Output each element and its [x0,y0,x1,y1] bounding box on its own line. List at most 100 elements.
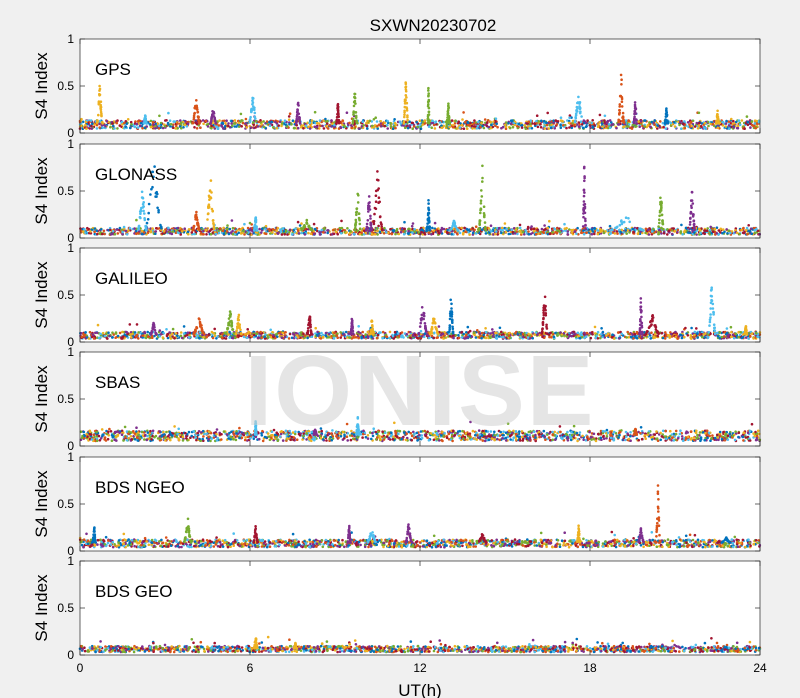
data-point [122,225,126,229]
data-point [643,125,646,128]
data-point [420,231,424,234]
data-point [536,125,540,129]
data-point [197,118,200,121]
data-point [559,331,562,334]
data-point [464,230,467,233]
data-point [716,113,719,116]
data-point [427,122,431,125]
data-point [480,189,483,192]
data-point [405,101,409,105]
data-point [320,228,324,232]
data-point [225,227,229,231]
data-point [97,113,100,117]
data-point [361,120,365,123]
data-point [233,119,237,122]
data-point [504,127,508,130]
data-point [298,121,302,125]
data-point [212,112,216,115]
data-point [730,330,733,334]
data-point [208,189,212,193]
data-point [337,115,340,119]
data-point [618,103,622,106]
data-point [721,228,725,231]
data-point [693,231,696,234]
data-point [596,125,600,129]
data-point [658,221,661,225]
data-point [559,123,562,126]
data-point [627,125,630,128]
data-point [713,227,717,231]
data-point [280,233,284,236]
data-point [456,228,459,231]
data-point [585,231,588,234]
data-point [727,229,731,232]
data-point [206,212,210,216]
data-point [228,126,232,129]
data-point [615,126,618,130]
data-point [683,120,686,123]
data-point [458,231,462,235]
data-point [307,225,311,229]
data-point [749,227,753,231]
data-point [624,216,628,219]
data-point [281,227,285,230]
data-point [345,231,348,234]
data-point [466,121,470,125]
data-point [568,114,572,117]
data-point [620,97,624,101]
data-point [294,227,297,230]
data-point [525,122,529,125]
data-point [293,230,297,234]
data-point [386,123,389,127]
data-point [358,222,362,226]
data-point [693,125,697,128]
data-point [373,212,376,216]
data-point [608,119,612,122]
data-point [103,232,106,236]
data-point [159,121,163,125]
data-point [584,227,587,231]
data-point [413,230,417,233]
data-point [427,94,430,98]
data-point [90,127,94,130]
data-point [288,122,291,126]
data-point [575,106,579,109]
data-point [143,217,146,220]
data-point [407,229,410,233]
data-point [448,229,452,232]
data-point [427,199,430,202]
data-point [365,124,369,128]
data-point [405,96,408,99]
data-point [514,228,518,231]
data-point [320,331,323,335]
data-point [529,124,532,128]
data-point [182,126,185,129]
data-point [738,123,742,127]
data-point [576,110,579,113]
data-point [139,212,142,215]
data-point [697,124,701,127]
data-point [194,213,198,216]
data-point [736,126,740,130]
data-point [730,117,733,121]
data-point [136,120,140,123]
data-point [330,125,333,128]
data-point [228,227,232,231]
data-point [633,103,637,107]
data-point [460,226,464,230]
data-point [209,232,213,236]
data-point [354,102,357,105]
data-point [354,211,358,214]
data-point [521,230,525,234]
data-point [717,121,720,125]
data-point [453,230,457,234]
data-point [473,122,476,125]
data-point [584,223,587,227]
data-point [410,224,414,228]
data-point [245,126,248,129]
data-point [447,102,450,105]
data-point [389,227,392,231]
data-point [535,233,538,236]
data-point [450,232,454,236]
data-point [192,114,196,118]
